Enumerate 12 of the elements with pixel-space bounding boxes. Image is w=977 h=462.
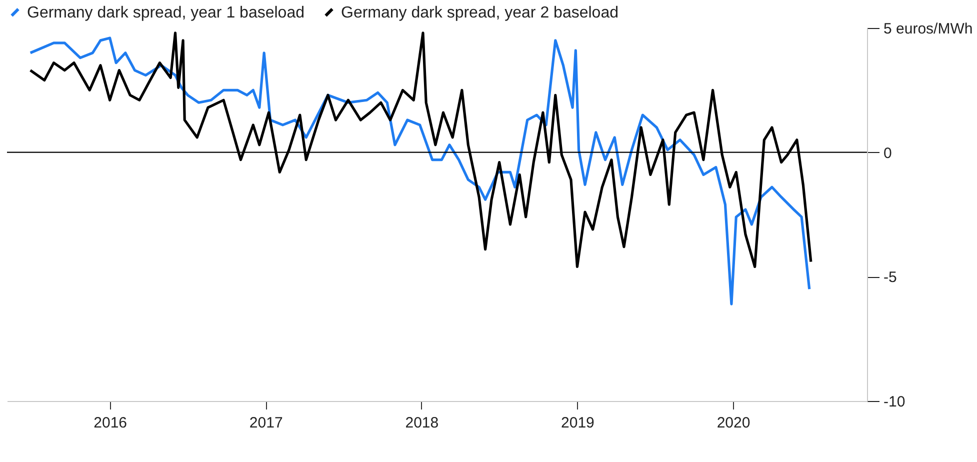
legend-label: Germany dark spread, year 2 baseload (341, 4, 618, 22)
x-tick-label: 2020 (716, 414, 750, 432)
x-tick-label: 2019 (561, 414, 594, 432)
y-tick-label: -5 (884, 269, 897, 286)
line-series (29, 36, 811, 306)
y-tick-label: -10 (884, 394, 906, 410)
y-tick-label: 0 (884, 144, 892, 162)
x-tick-label: 2016 (94, 414, 128, 432)
y-tick-label: 5 euros/MWh (884, 20, 973, 38)
x-tick-label: 2018 (405, 414, 439, 432)
x-tick-label: 2017 (249, 414, 283, 432)
legend-label: Germany dark spread, year 1 baseload (27, 4, 304, 22)
